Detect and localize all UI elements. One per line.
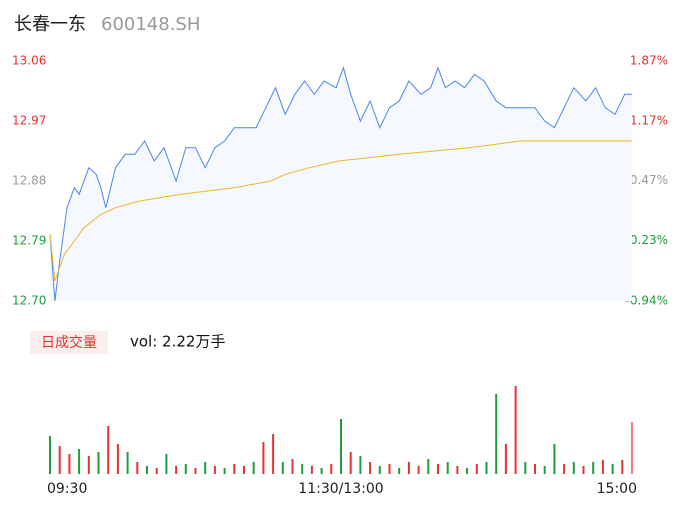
y-tick-label: 12.79 bbox=[12, 234, 46, 248]
volume-bar bbox=[582, 466, 585, 474]
y-tick-label: 12.88 bbox=[12, 174, 46, 188]
volume-bar bbox=[291, 459, 294, 474]
chart-subtitle: 600148.SH bbox=[101, 14, 200, 35]
x-tick-label: 11:30/13:00 bbox=[298, 481, 383, 497]
volume-bar bbox=[223, 468, 226, 474]
volume-bar bbox=[281, 462, 284, 474]
volume-bar bbox=[359, 456, 362, 474]
volume-bar bbox=[485, 462, 488, 474]
volume-bar bbox=[631, 422, 633, 474]
x-tick-label: 09:30 bbox=[47, 481, 87, 497]
volume-bar bbox=[601, 460, 604, 474]
y2-tick-label: 1.17% bbox=[630, 113, 668, 127]
chart-title: 长春一东 bbox=[14, 14, 86, 35]
volume-bar bbox=[87, 456, 90, 474]
average-line bbox=[49, 140, 632, 282]
volume-bar bbox=[398, 468, 401, 474]
y-tick-label: 12.97 bbox=[12, 114, 46, 128]
y-tick-label: 13.06 bbox=[12, 54, 46, 68]
price-area bbox=[50, 67, 632, 301]
volume-bar bbox=[320, 468, 323, 474]
volume-bar bbox=[495, 394, 498, 474]
volume-bar bbox=[553, 444, 556, 474]
volume-bar bbox=[107, 426, 110, 474]
y2-tick-label: -0.23% bbox=[626, 233, 668, 247]
volume-bar bbox=[378, 466, 381, 474]
volume-bar bbox=[184, 464, 187, 474]
volume-bar bbox=[58, 446, 61, 474]
volume-bar bbox=[388, 464, 391, 474]
volume-bar bbox=[456, 466, 459, 474]
y2-tick-label: -0.94% bbox=[626, 294, 668, 308]
volume-bar bbox=[78, 449, 81, 474]
volume-bar bbox=[504, 444, 507, 474]
volume-bar bbox=[68, 454, 71, 474]
volume-bar bbox=[213, 466, 216, 474]
volume-bar bbox=[243, 466, 245, 474]
volume-bar bbox=[475, 464, 478, 474]
volume-bar bbox=[427, 459, 430, 474]
volume-bar bbox=[543, 466, 546, 474]
volume-bar bbox=[155, 468, 158, 474]
volume-bar bbox=[417, 466, 420, 474]
volume-bar bbox=[301, 464, 304, 474]
y2-tick-label: 1.87% bbox=[630, 54, 668, 68]
volume-bar bbox=[407, 462, 410, 474]
x-tick-label: 15:00 bbox=[597, 481, 637, 497]
volume-tab bbox=[30, 331, 108, 354]
volume-bar bbox=[572, 462, 575, 474]
volume-bar bbox=[136, 462, 139, 474]
volume-bar bbox=[233, 464, 236, 474]
volume-bar bbox=[330, 464, 333, 474]
volume-bar bbox=[126, 452, 129, 474]
volume-bar bbox=[340, 419, 342, 474]
volume-bar bbox=[534, 464, 536, 474]
volume-bar bbox=[466, 468, 469, 474]
volume-bar bbox=[165, 454, 168, 474]
volume-bar bbox=[49, 436, 51, 474]
volume-bar bbox=[194, 468, 197, 474]
y2-tick-label: 0.47% bbox=[630, 173, 668, 187]
volume-bar bbox=[437, 464, 439, 474]
volume-bar bbox=[592, 462, 595, 474]
volume-bar bbox=[514, 386, 517, 474]
price-line bbox=[49, 66, 632, 302]
volume-bar bbox=[611, 464, 614, 474]
volume-label: 日成交量 bbox=[41, 334, 97, 351]
volume-bar bbox=[175, 466, 178, 474]
volume-bar bbox=[146, 466, 148, 474]
volume-bar bbox=[252, 462, 255, 474]
volume-bar bbox=[262, 442, 265, 474]
volume-bar bbox=[272, 434, 275, 474]
volume-bar bbox=[621, 460, 624, 474]
volume-bar bbox=[524, 462, 527, 474]
volume-bar bbox=[446, 462, 449, 474]
y-tick-label: 12.70 bbox=[12, 294, 46, 308]
volume-bar bbox=[563, 464, 566, 474]
volume-bar bbox=[204, 462, 207, 474]
volume-text: vol: 2.22万手 bbox=[130, 333, 225, 351]
volume-bar bbox=[349, 452, 352, 474]
volume-bar bbox=[97, 452, 100, 474]
volume-bar bbox=[369, 462, 372, 474]
volume-bar bbox=[116, 444, 119, 474]
volume-bar bbox=[310, 466, 313, 474]
